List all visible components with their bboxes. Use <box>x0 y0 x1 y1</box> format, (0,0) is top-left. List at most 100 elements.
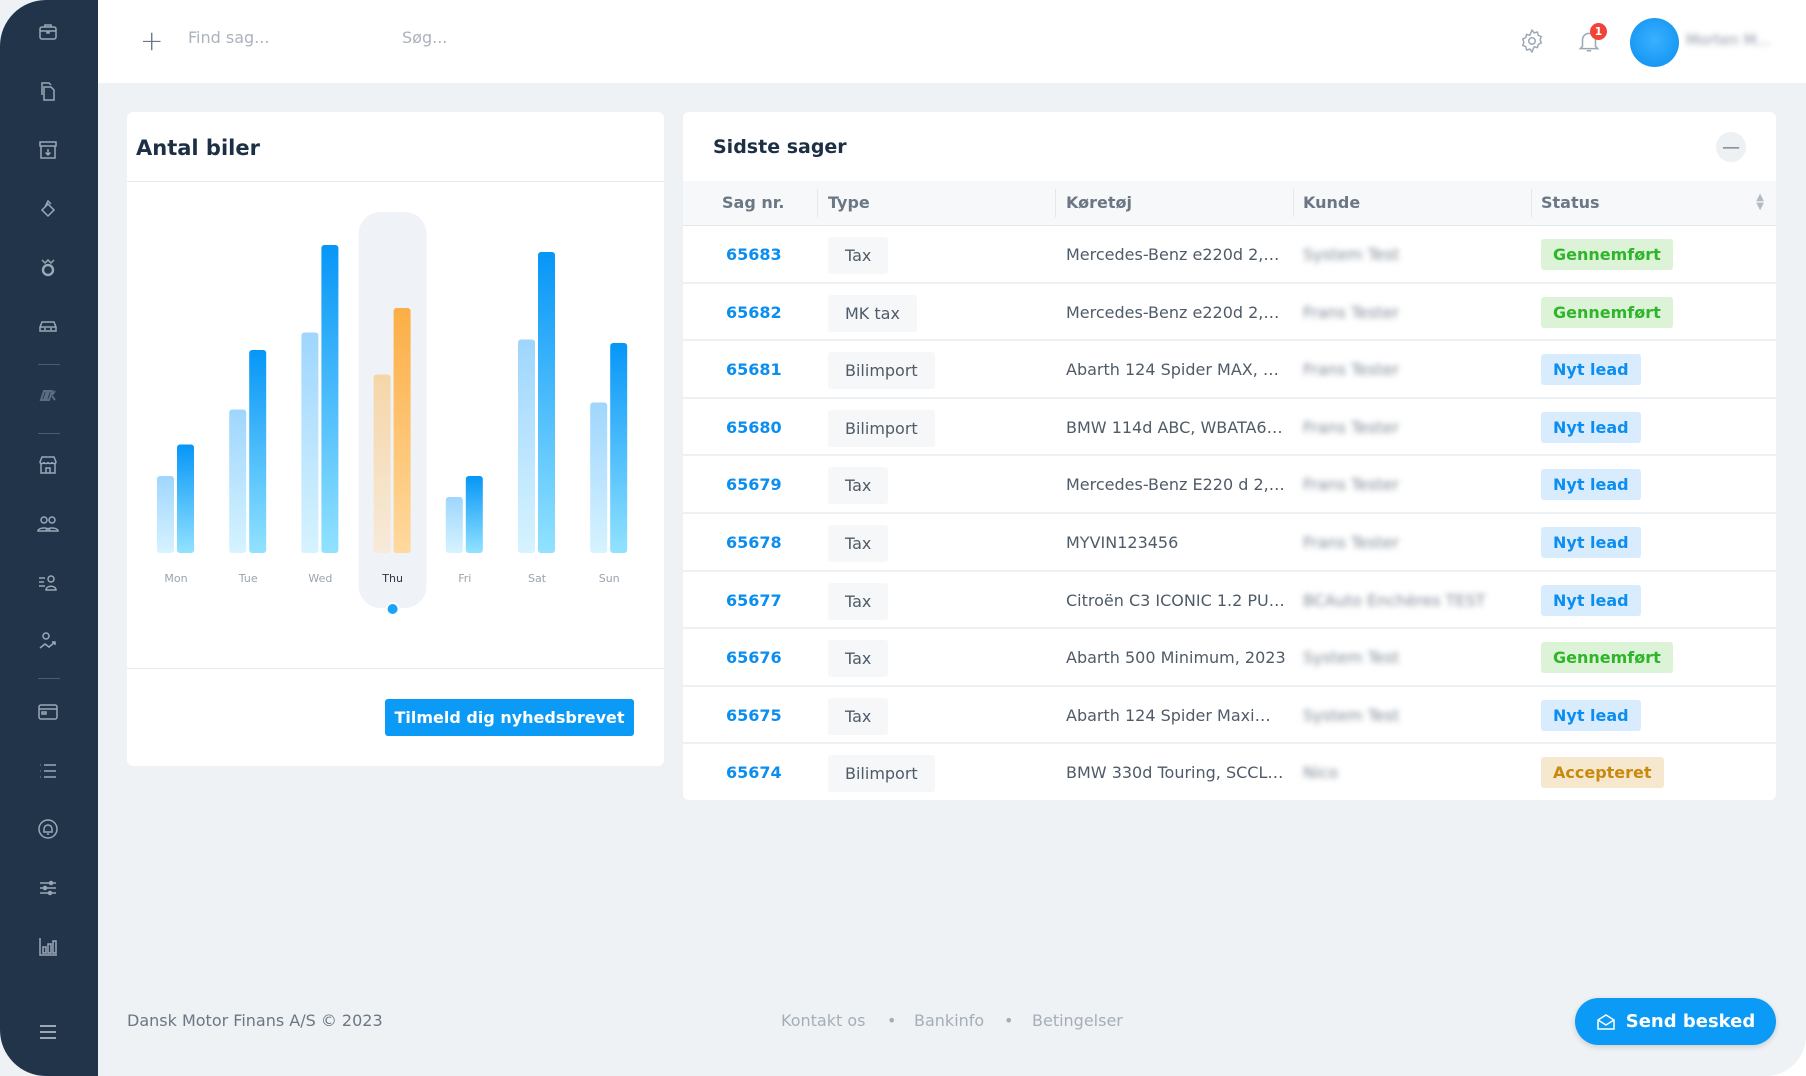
customer-cell: Frans Tester <box>1303 417 1399 437</box>
user-list-icon <box>39 575 57 591</box>
collapse-button[interactable]: — <box>1716 132 1746 162</box>
vehicle-cell: Mercedes-Benz e220d 2,0 ... <box>1066 245 1286 264</box>
sidebar-item-briefcase[interactable] <box>34 18 62 46</box>
case-number-link[interactable]: 65679 <box>726 475 782 495</box>
case-number-link[interactable]: 65681 <box>726 360 782 380</box>
sidebar-item-tag[interactable] <box>34 195 62 223</box>
sidebar-item-menu[interactable] <box>34 1018 62 1046</box>
highlight-dot <box>387 604 398 614</box>
bankinfo-link[interactable]: Bankinfo <box>914 1011 985 1030</box>
sidebar-item-list[interactable] <box>34 757 62 785</box>
customer-cell: System Test <box>1303 705 1400 725</box>
status-badge: Nyt lead <box>1541 354 1641 386</box>
bar-tue-series-1[interactable] <box>229 409 247 554</box>
sidebar-item-bell-circle[interactable] <box>34 815 62 843</box>
bar-sun-series-1[interactable] <box>590 402 608 554</box>
gear-icon[interactable] <box>1519 28 1545 54</box>
bar-mon-series-2[interactable] <box>177 444 194 554</box>
bar-thu-series-1[interactable] <box>373 374 391 554</box>
sidebar-item-users[interactable] <box>34 510 62 538</box>
sidebar-divider <box>38 433 60 434</box>
sidebar-item-store[interactable] <box>34 451 62 479</box>
table-row[interactable]: 65674 Bilimport BMW 330d Touring, SCCLE.… <box>683 744 1776 802</box>
recent-cases-card: Sidste sager — Sag nr. Type Køretøj Kund… <box>683 112 1776 802</box>
crown-icon <box>41 258 55 277</box>
case-number-link[interactable]: 65680 <box>726 417 782 437</box>
case-number-link[interactable]: 65678 <box>726 533 782 552</box>
minus-icon: — <box>1722 136 1740 158</box>
bar-tue-series-2[interactable] <box>249 350 267 553</box>
chart-card: Antal biler Mon Tue Wed Thu Fri Sat Sun Tilmel… <box>127 112 664 766</box>
vehicle-cell: MYVIN123456 <box>1066 533 1179 552</box>
sidebar-item-archive[interactable] <box>34 136 62 164</box>
terms-link[interactable]: Betingelser <box>1032 1011 1123 1030</box>
divider <box>127 181 664 182</box>
table-row[interactable]: 65675 Tax Abarth 124 Spider Maximu... Sy… <box>683 687 1776 745</box>
status-badge: Accepteret <box>1541 757 1664 789</box>
avatar[interactable] <box>1630 18 1679 67</box>
table-row[interactable]: 65682 MK tax Mercedes-Benz e220d 2,0 ...… <box>683 284 1776 342</box>
column-header-case-no[interactable]: Sag nr. <box>722 193 785 212</box>
type-tag: Tax <box>828 525 889 562</box>
bar-fri-series-1[interactable] <box>445 497 463 553</box>
cases-title: Sidste sager <box>713 136 847 158</box>
column-header-type[interactable]: Type <box>828 193 870 212</box>
sort-icon[interactable]: ▲ ▼ <box>1756 192 1764 212</box>
table-row[interactable]: 65683 Tax Mercedes-Benz e220d 2,0 ... Sy… <box>683 226 1776 284</box>
column-header-vehicle[interactable]: Køretøj <box>1066 193 1132 212</box>
sidebar-item-bar-chart[interactable] <box>34 933 62 961</box>
bar-thu-series-2[interactable] <box>393 308 411 553</box>
separator-dot: • <box>887 1011 897 1030</box>
bar-sat-series-1[interactable] <box>518 339 535 554</box>
case-number-link[interactable]: 65683 <box>726 245 782 264</box>
sidebar-item-sliders[interactable] <box>34 874 62 902</box>
case-number-link[interactable]: 65675 <box>726 705 782 725</box>
x-tick-label: Mon <box>164 572 187 585</box>
case-number-link[interactable]: 65674 <box>726 763 782 783</box>
type-tag: Tax <box>828 237 889 274</box>
contact-link[interactable]: Kontakt os <box>781 1011 866 1030</box>
table-row[interactable]: 65678 Tax MYVIN123456 Frans Tester Nyt l… <box>683 514 1776 572</box>
sidebar-item-user-list[interactable] <box>34 569 62 597</box>
sidebar-divider <box>38 678 60 679</box>
sidebar-item-user-growth[interactable] <box>34 628 62 656</box>
bar-mon-series-1[interactable] <box>157 476 174 553</box>
table-row[interactable]: 65681 Bilimport Abarth 124 Spider MAX, W… <box>683 341 1776 399</box>
case-number-link[interactable]: 65677 <box>726 590 782 610</box>
sidebar <box>0 0 98 1076</box>
documents-icon <box>41 82 55 101</box>
column-header-customer[interactable]: Kunde <box>1303 193 1361 212</box>
sidebar-item-documents[interactable] <box>34 77 62 105</box>
sidebar-item-brand-logo[interactable] <box>34 381 62 409</box>
top-header <box>98 0 1806 83</box>
bar-sat-series-2[interactable] <box>538 252 555 553</box>
bar-fri-series-2[interactable] <box>465 476 483 553</box>
case-number-link[interactable]: 65676 <box>726 648 782 668</box>
send-message-button[interactable]: Send besked <box>1575 998 1776 1045</box>
sidebar-item-credit-card[interactable] <box>34 698 62 726</box>
user-name[interactable]: Morten M... <box>1686 31 1771 49</box>
case-number-link[interactable]: 65682 <box>726 302 782 322</box>
sidebar-item-crown[interactable] <box>34 253 62 281</box>
bar-chart: Mon Tue Wed Thu Fri Sat Sun <box>157 212 628 616</box>
bar-sun-series-2[interactable] <box>610 343 628 553</box>
vehicle-cell: Mercedes-Benz E220 d 2,0... <box>1066 475 1286 495</box>
table-row[interactable]: 65679 Tax Mercedes-Benz E220 d 2,0... Fr… <box>683 456 1776 514</box>
search-input[interactable] <box>402 28 582 47</box>
status-badge: Gennemført <box>1541 239 1673 270</box>
type-tag: Bilimport <box>828 352 935 390</box>
add-icon[interactable]: + <box>140 24 164 57</box>
highlight-column[interactable] <box>358 212 427 608</box>
newsletter-button[interactable]: Tilmeld dig nyhedsbrevet <box>385 699 634 736</box>
sidebar-item-car[interactable] <box>34 312 62 340</box>
x-tick-label: Tue <box>238 572 258 585</box>
table-row[interactable]: 65677 Tax Citroën C3 ICONIC 1.2 PURE... … <box>683 572 1776 630</box>
find-case-input[interactable] <box>188 28 368 47</box>
table-row[interactable]: 65676 Tax Abarth 500 Minimum, 2023 Syste… <box>683 629 1776 687</box>
bar-wed-series-1[interactable] <box>301 332 319 554</box>
table-row[interactable]: 65680 Bilimport BMW 114d ABC, WBATA6103.… <box>683 399 1776 457</box>
column-header-status[interactable]: Status <box>1541 193 1600 212</box>
notification-badge: 1 <box>1590 23 1607 40</box>
bar-wed-series-2[interactable] <box>321 245 339 553</box>
envelope-icon <box>1596 1013 1615 1030</box>
